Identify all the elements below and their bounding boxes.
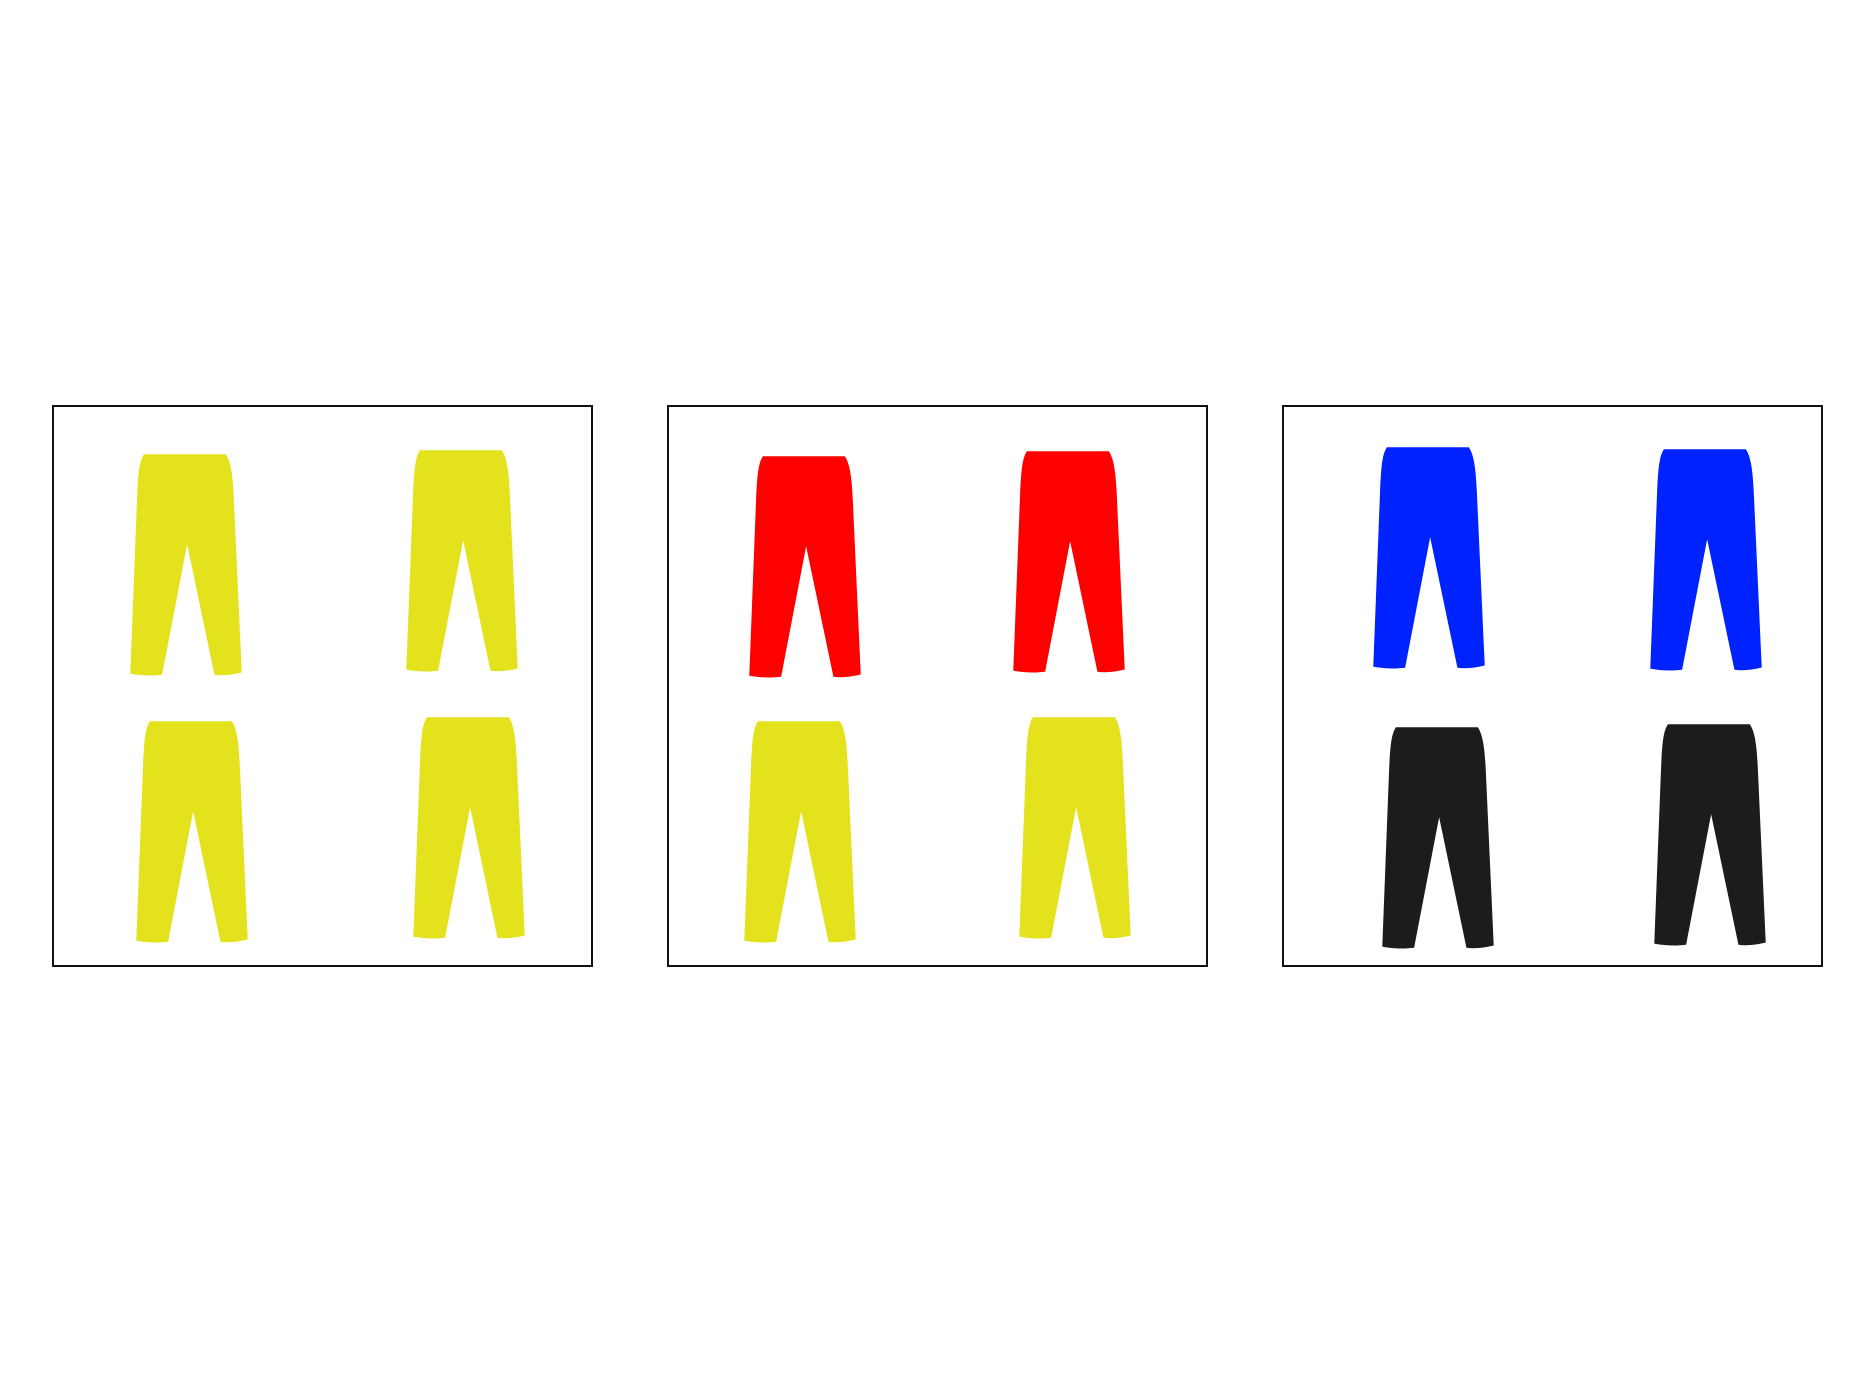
- trousers-icon: [134, 719, 250, 944]
- panel-2: [667, 405, 1208, 967]
- trousers-icon: [1011, 449, 1127, 674]
- trousers-icon: [411, 715, 527, 940]
- trousers-shape: [1013, 451, 1125, 673]
- trousers-icon: [128, 452, 244, 677]
- trousers-icon: [742, 719, 858, 944]
- trousers-shape: [1654, 724, 1766, 946]
- trousers-shape: [1382, 727, 1494, 949]
- trousers-shape: [744, 721, 856, 943]
- trousers-icon: [1017, 715, 1133, 940]
- trousers-icon: [747, 454, 863, 679]
- trousers-shape: [130, 454, 242, 676]
- trousers-shape: [406, 450, 518, 672]
- trousers-icon: [1652, 722, 1768, 947]
- trousers-shape: [749, 456, 861, 678]
- trousers-icon: [1648, 447, 1764, 672]
- trousers-icon: [1371, 445, 1487, 670]
- trousers-shape: [1019, 717, 1131, 939]
- panel-3: [1282, 405, 1823, 967]
- trousers-icon: [404, 448, 520, 673]
- trousers-shape: [1650, 449, 1762, 671]
- trousers-icon: [1380, 725, 1496, 950]
- panel-1: [52, 405, 593, 967]
- trousers-shape: [1373, 447, 1485, 669]
- trousers-shape: [136, 721, 248, 943]
- trousers-shape: [413, 717, 525, 939]
